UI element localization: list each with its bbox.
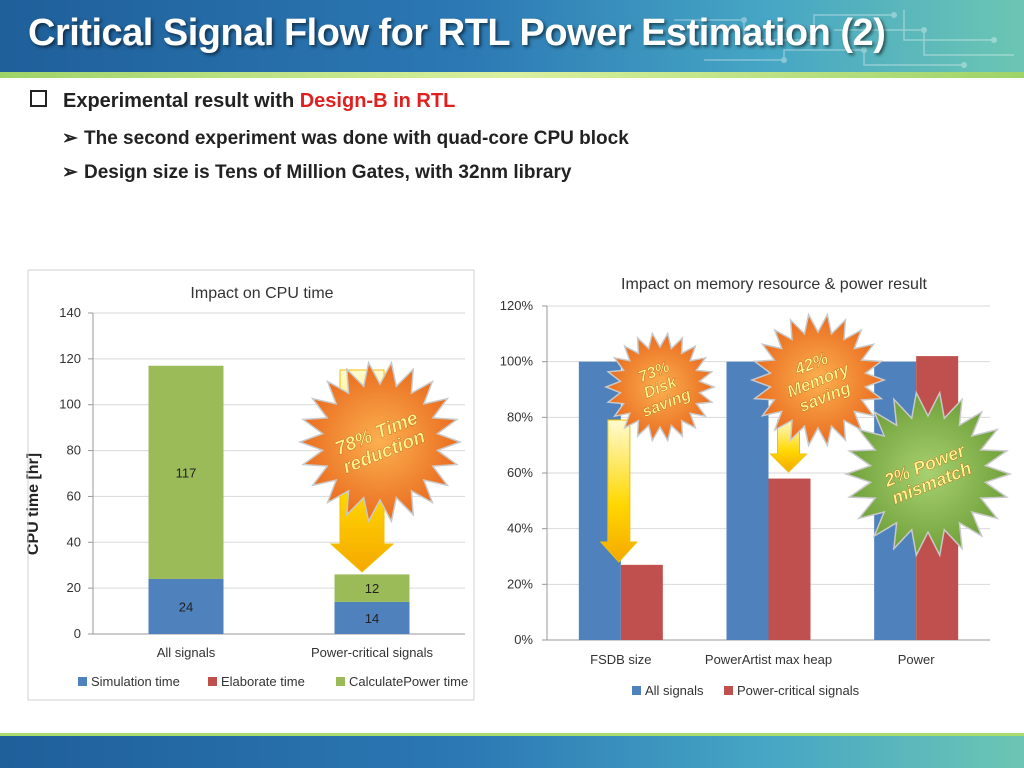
x-category-label: Power — [898, 652, 936, 667]
bullet-main: Experimental result with Design-B in RTL — [30, 90, 455, 113]
footer-stripe — [0, 733, 1024, 737]
starburst-shape — [603, 331, 717, 443]
legend-label: Simulation time — [91, 674, 180, 689]
y-tick-label: 40% — [507, 521, 533, 536]
starburst-shape — [749, 312, 887, 448]
arrow-bullet-icon: ➢ — [62, 128, 78, 149]
sub-bullet-text: Design size is Tens of Million Gates, wi… — [84, 162, 572, 183]
sub-bullet-text: The second experiment was done with quad… — [84, 128, 629, 149]
y-tick-label: 80 — [67, 443, 81, 458]
bullet-main-highlight: Design-B in RTL — [299, 90, 456, 112]
bar — [620, 564, 663, 640]
bar — [768, 478, 811, 640]
x-category-label: FSDB size — [590, 652, 651, 667]
legend-label: CalculatePower time — [349, 674, 468, 689]
y-tick-label: 60% — [507, 465, 533, 480]
y-tick-label: 20 — [67, 580, 81, 595]
legend-swatch — [208, 677, 217, 686]
chart-title: Impact on CPU time — [190, 285, 333, 302]
y-tick-label: 0% — [514, 632, 533, 647]
bar-segment — [148, 578, 224, 634]
data-label: 12 — [365, 581, 379, 596]
y-tick-label: 100 — [59, 397, 81, 412]
y-tick-label: 60 — [67, 488, 81, 503]
legend-label: Elaborate time — [221, 674, 305, 689]
slide-header: Critical Signal Flow for RTL Power Estim… — [0, 0, 1024, 78]
bar — [726, 361, 769, 640]
x-category-label: All signals — [157, 645, 216, 660]
sub-bullet: ➢ The second experiment was done with qua… — [62, 127, 629, 150]
bar-segment — [334, 601, 410, 634]
y-tick-label: 0 — [74, 626, 81, 641]
header-stripe — [0, 72, 1024, 78]
legend-swatch — [78, 677, 87, 686]
starburst-shape — [843, 390, 1013, 558]
y-tick-label: 80% — [507, 409, 533, 424]
data-label: 117 — [176, 465, 197, 480]
page-title: Critical Signal Flow for RTL Power Estim… — [28, 12, 886, 54]
data-label: 14 — [365, 611, 379, 626]
sub-bullet: ➢ Design size is Tens of Million Gates, w… — [62, 161, 571, 184]
bar-segment — [148, 365, 224, 579]
legend-swatch — [724, 686, 733, 695]
starburst-shape — [297, 360, 463, 524]
checkbox-bullet-icon — [30, 90, 47, 107]
legend-swatch — [632, 686, 641, 695]
y-axis-label: CPU time [hr] — [25, 453, 42, 555]
y-tick-label: 120 — [59, 351, 81, 366]
chart-frame — [27, 269, 475, 701]
data-label: 24 — [179, 599, 193, 614]
bullet-main-prefix: Experimental result with — [63, 90, 300, 112]
x-category-label: Power-critical signals — [311, 645, 434, 660]
chart-title: Impact on memory resource & power result — [621, 276, 927, 293]
legend-label: Power-critical signals — [737, 683, 860, 698]
slide-footer — [0, 736, 1024, 768]
y-tick-label: 100% — [500, 354, 534, 369]
legend-label: All signals — [645, 683, 704, 698]
y-tick-label: 40 — [67, 534, 81, 549]
x-category-label: PowerArtist max heap — [705, 652, 832, 667]
y-tick-label: 140 — [59, 305, 81, 320]
down-arrow-icon — [599, 419, 638, 563]
y-tick-label: 120% — [500, 298, 534, 313]
bar-segment — [334, 574, 410, 602]
legend-swatch — [336, 677, 345, 686]
y-tick-label: 20% — [507, 576, 533, 591]
circuit-decoration-icon — [674, 10, 1014, 68]
arrow-bullet-icon: ➢ — [62, 162, 78, 183]
